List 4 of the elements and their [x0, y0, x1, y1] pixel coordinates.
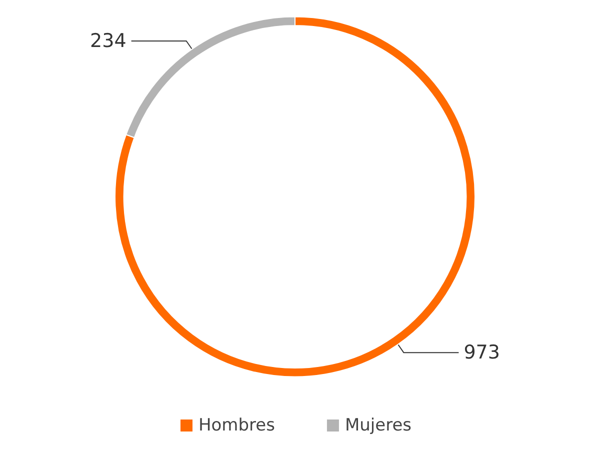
data-label: 973: [464, 342, 500, 364]
legend-label: Mujeres: [344, 416, 412, 436]
data-label: 234: [90, 30, 126, 52]
legend-label: Hombres: [198, 416, 276, 436]
